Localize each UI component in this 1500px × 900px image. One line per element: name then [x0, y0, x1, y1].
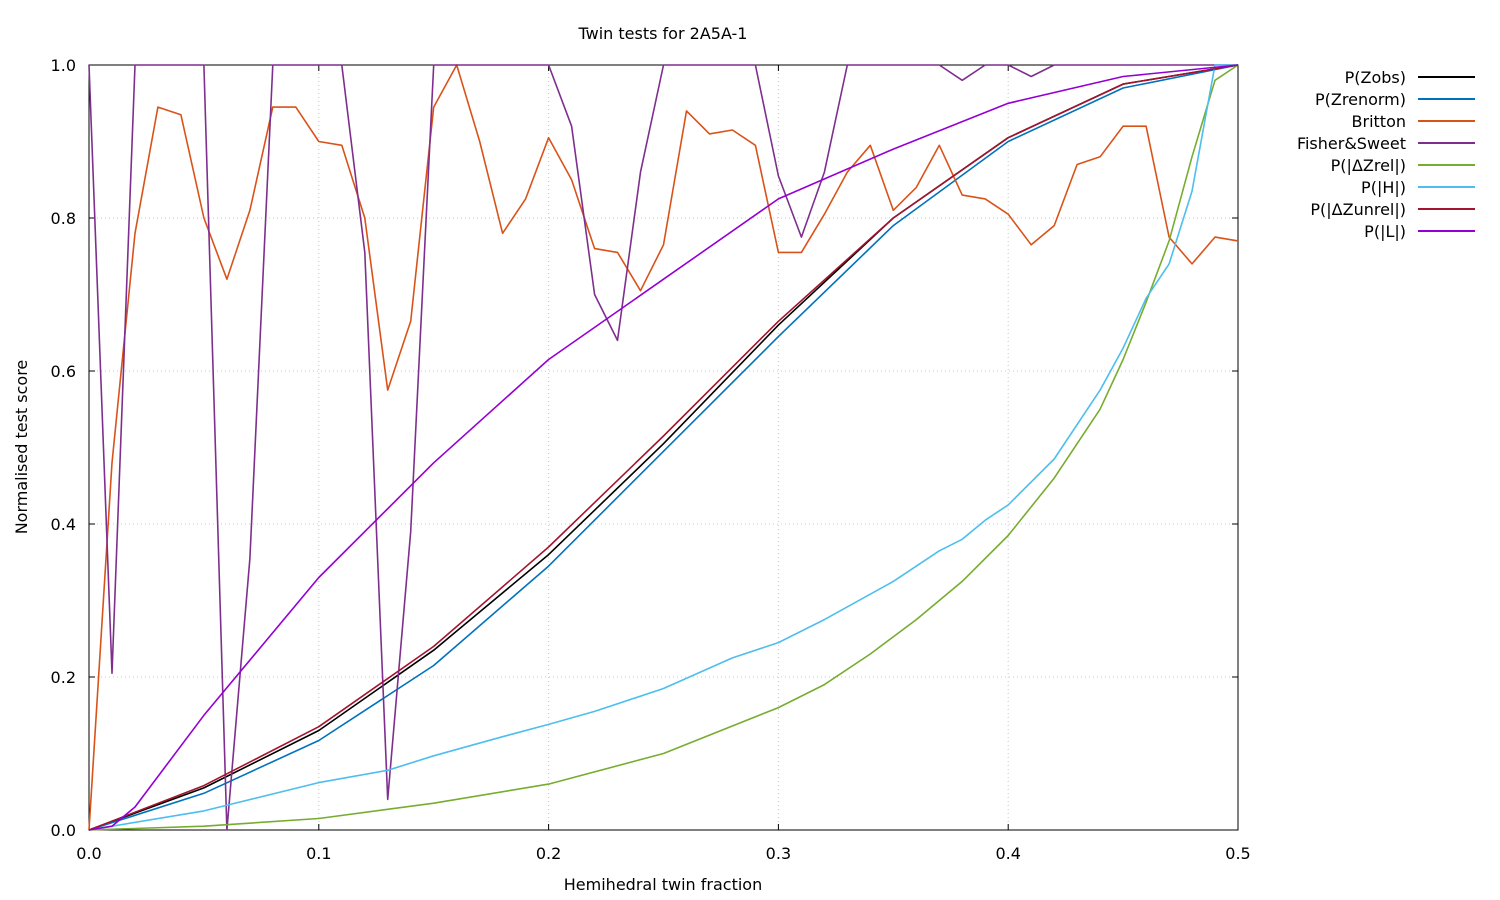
grid: [89, 65, 1238, 830]
legend-label: P(|ΔZunrel|): [1310, 200, 1406, 219]
y-tick-label: 0.0: [51, 821, 76, 840]
plot-frame: [88, 64, 1239, 831]
series-group: [88, 64, 1239, 831]
y-tick-label: 0.8: [51, 209, 76, 228]
y-tick-label: 1.0: [51, 56, 76, 75]
y-tick-label: 0.2: [51, 668, 76, 687]
series-line-p-zrenorm: [88, 64, 1239, 831]
axis-ticks: 0.0 0.1 0.2 0.3 0.4 0.5 0.0 0.2 0.4 0.6 0.8 1.0: [51, 56, 1251, 863]
series-line-p-l: [88, 64, 1239, 831]
x-tick-label: 0.0: [76, 844, 101, 863]
series-line-p-zrel: [88, 64, 1239, 831]
legend-label: P(Zobs): [1345, 68, 1406, 87]
legend-label: P(|H|): [1361, 178, 1406, 197]
x-tick-label: 0.2: [536, 844, 561, 863]
chart-title: Twin tests for 2A5A-1: [578, 24, 748, 43]
series-line-p-zobs: [88, 64, 1239, 831]
y-tick-label: 0.4: [51, 515, 76, 534]
legend-label: Britton: [1352, 112, 1406, 131]
y-tick-label: 0.6: [51, 362, 76, 381]
series-line-fisher-sweet: [88, 64, 1238, 831]
legend: P(Zobs) P(Zrenorm) Britton Fisher&Sweet P(|Δ…: [1297, 68, 1475, 241]
legend-label: P(Zrenorm): [1315, 90, 1406, 109]
series-line-britton: [88, 64, 1239, 831]
y-axis-label: Normalised test score: [12, 360, 31, 535]
x-tick-label: 0.4: [995, 844, 1020, 863]
x-tick-label: 0.5: [1225, 844, 1250, 863]
series-line-p-h: [88, 64, 1238, 831]
legend-label: P(|L|): [1364, 222, 1406, 241]
x-axis-label: Hemihedral twin fraction: [564, 875, 762, 894]
series-line-p-zunrel: [88, 64, 1239, 831]
x-tick-label: 0.3: [766, 844, 791, 863]
legend-label: Fisher&Sweet: [1297, 134, 1406, 153]
x-tick-label: 0.1: [306, 844, 331, 863]
legend-label: P(|ΔZrel|): [1331, 156, 1406, 175]
